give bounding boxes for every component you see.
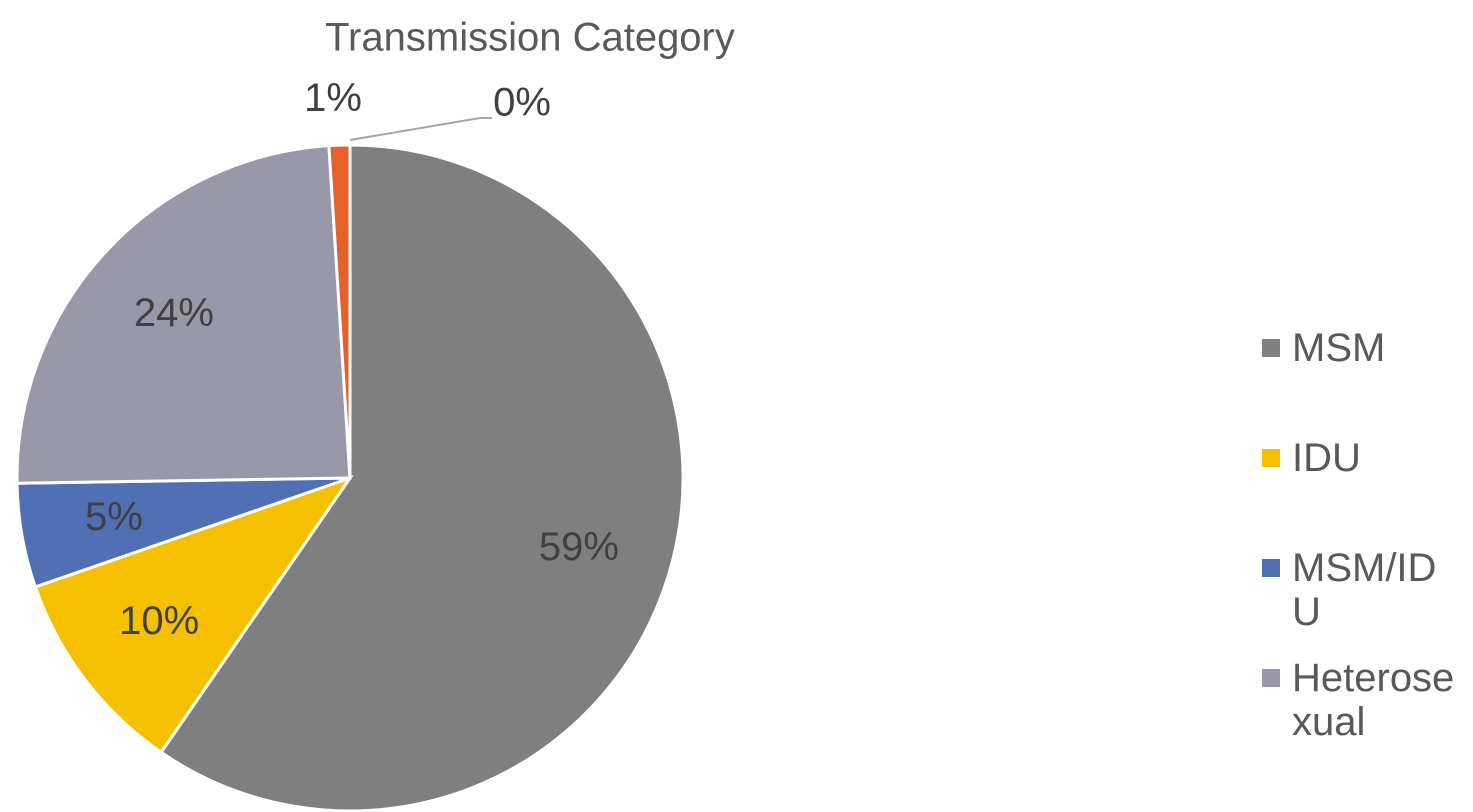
data-label: 24% — [134, 291, 214, 335]
pie-slice — [33, 475, 354, 755]
legend-item: MSM — [1262, 322, 1462, 432]
legend-item: IDU — [1262, 432, 1462, 542]
legend-item: Heterosexual — [1262, 652, 1462, 762]
legend-label: IDU — [1292, 436, 1361, 480]
chart-title: Transmission Category — [325, 16, 735, 60]
legend-label: MSM — [1292, 326, 1386, 370]
pie-slice — [15, 144, 352, 485]
legend-swatch — [1262, 669, 1280, 687]
leader-line — [349, 117, 492, 141]
legend-swatch — [1262, 559, 1280, 577]
legend-label: MSM/IDU — [1292, 546, 1437, 634]
legend-swatch — [1262, 339, 1280, 357]
legend-label: Heterosexual — [1292, 656, 1455, 744]
data-label: 5% — [85, 495, 143, 539]
data-label: 10% — [119, 599, 199, 643]
legend: MSM IDU MSM/IDU Heterosexual — [1262, 322, 1462, 762]
legend-swatch — [1262, 449, 1280, 467]
pie-slice — [159, 143, 685, 812]
legend-item: MSM/IDU — [1262, 542, 1462, 652]
data-label: 0% — [493, 81, 551, 125]
data-label: 59% — [539, 525, 619, 569]
data-label: 1% — [304, 76, 362, 120]
